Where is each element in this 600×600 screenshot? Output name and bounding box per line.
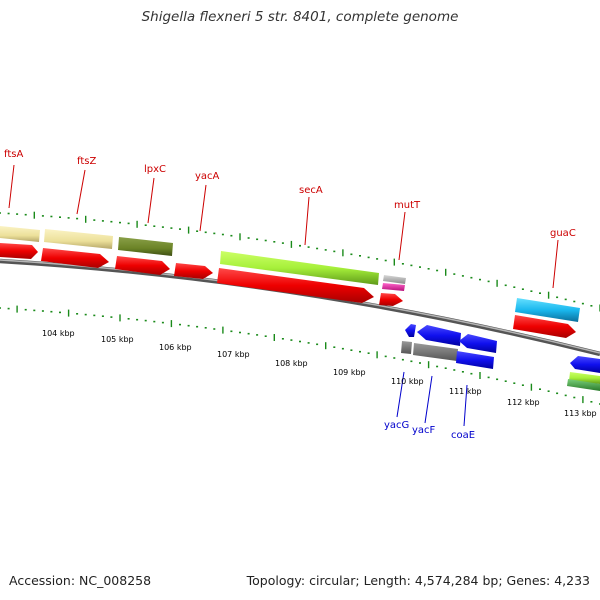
genome-backbone bbox=[0, 258, 600, 357]
forward-leader-lines bbox=[8, 164, 559, 289]
gene-yacF-cds[interactable] bbox=[417, 325, 461, 346]
scale-label-109: 109 kbp bbox=[333, 368, 366, 377]
gene-mutT-outer-gray[interactable] bbox=[383, 275, 406, 284]
gene-yacF-outer[interactable] bbox=[413, 343, 458, 361]
gene-secA-outer[interactable] bbox=[220, 251, 379, 285]
scale-label-111: 111 kbp bbox=[449, 387, 482, 396]
gene-label-yacA: yacA bbox=[195, 171, 220, 182]
gene-lpxC-cds[interactable] bbox=[115, 256, 170, 275]
gene-label-yacF: yacF bbox=[412, 425, 436, 436]
gene-label-mutT: mutT bbox=[394, 200, 421, 211]
gene-yacG-cds[interactable] bbox=[405, 324, 416, 337]
gene-guaC-outer[interactable] bbox=[515, 298, 580, 322]
forward-tick-marks bbox=[0, 211, 600, 312]
scale-label-105: 105 kbp bbox=[101, 335, 134, 344]
scale-label-107: 107 kbp bbox=[217, 350, 250, 359]
gene-label-ftsZ: ftsZ bbox=[77, 156, 96, 167]
scale-label-112: 112 kbp bbox=[507, 398, 540, 407]
gene-label-lpxC: lpxC bbox=[144, 164, 166, 175]
scale-label-110: 110 kbp bbox=[391, 377, 424, 386]
gene-ftsA-outer[interactable] bbox=[0, 226, 40, 242]
map-title: Shigella flexneri 5 str. 8401, complete … bbox=[141, 9, 459, 25]
reverse-tick-marks bbox=[0, 305, 600, 405]
gene-mutT-outer-pink[interactable] bbox=[382, 283, 405, 291]
gene-right-edge-blue[interactable] bbox=[570, 356, 600, 373]
gene-label-coaE: coaE bbox=[451, 430, 475, 441]
gene-lpxC-outer[interactable] bbox=[118, 237, 173, 256]
scale-label-106: 106 kbp bbox=[159, 343, 192, 352]
gene-secA-cds[interactable] bbox=[217, 268, 374, 303]
accession-text: Accession: NC_008258 bbox=[9, 573, 152, 588]
gene-coaE-cds[interactable] bbox=[459, 334, 497, 353]
gene-label-secA: secA bbox=[299, 185, 323, 196]
gene-yacA-cds[interactable] bbox=[174, 263, 213, 279]
gene-coaE-outer[interactable] bbox=[456, 351, 494, 369]
gene-right-edge-green[interactable] bbox=[567, 379, 600, 391]
gene-label-guaC: guaC bbox=[550, 228, 576, 239]
gene-label-ftsA: ftsA bbox=[4, 149, 23, 160]
reverse-leader-lines bbox=[396, 371, 468, 427]
scale-label-104: 104 kbp bbox=[42, 329, 75, 338]
gene-ftsZ-outer[interactable] bbox=[44, 229, 113, 249]
gene-ftsA-cds[interactable] bbox=[0, 243, 38, 259]
gene-mutT-cds[interactable] bbox=[379, 293, 403, 306]
gene-guaC-cds[interactable] bbox=[513, 315, 576, 338]
gene-ftsZ-cds[interactable] bbox=[41, 248, 109, 268]
gene-yacG-outer[interactable] bbox=[401, 341, 412, 354]
scale-label-108: 108 kbp bbox=[275, 359, 308, 368]
topology-text: Topology: circular; Length: 4,574,284 bp… bbox=[246, 573, 590, 588]
gene-label-yacG: yacG bbox=[384, 420, 409, 431]
scale-label-113: 113 kbp bbox=[564, 409, 597, 418]
